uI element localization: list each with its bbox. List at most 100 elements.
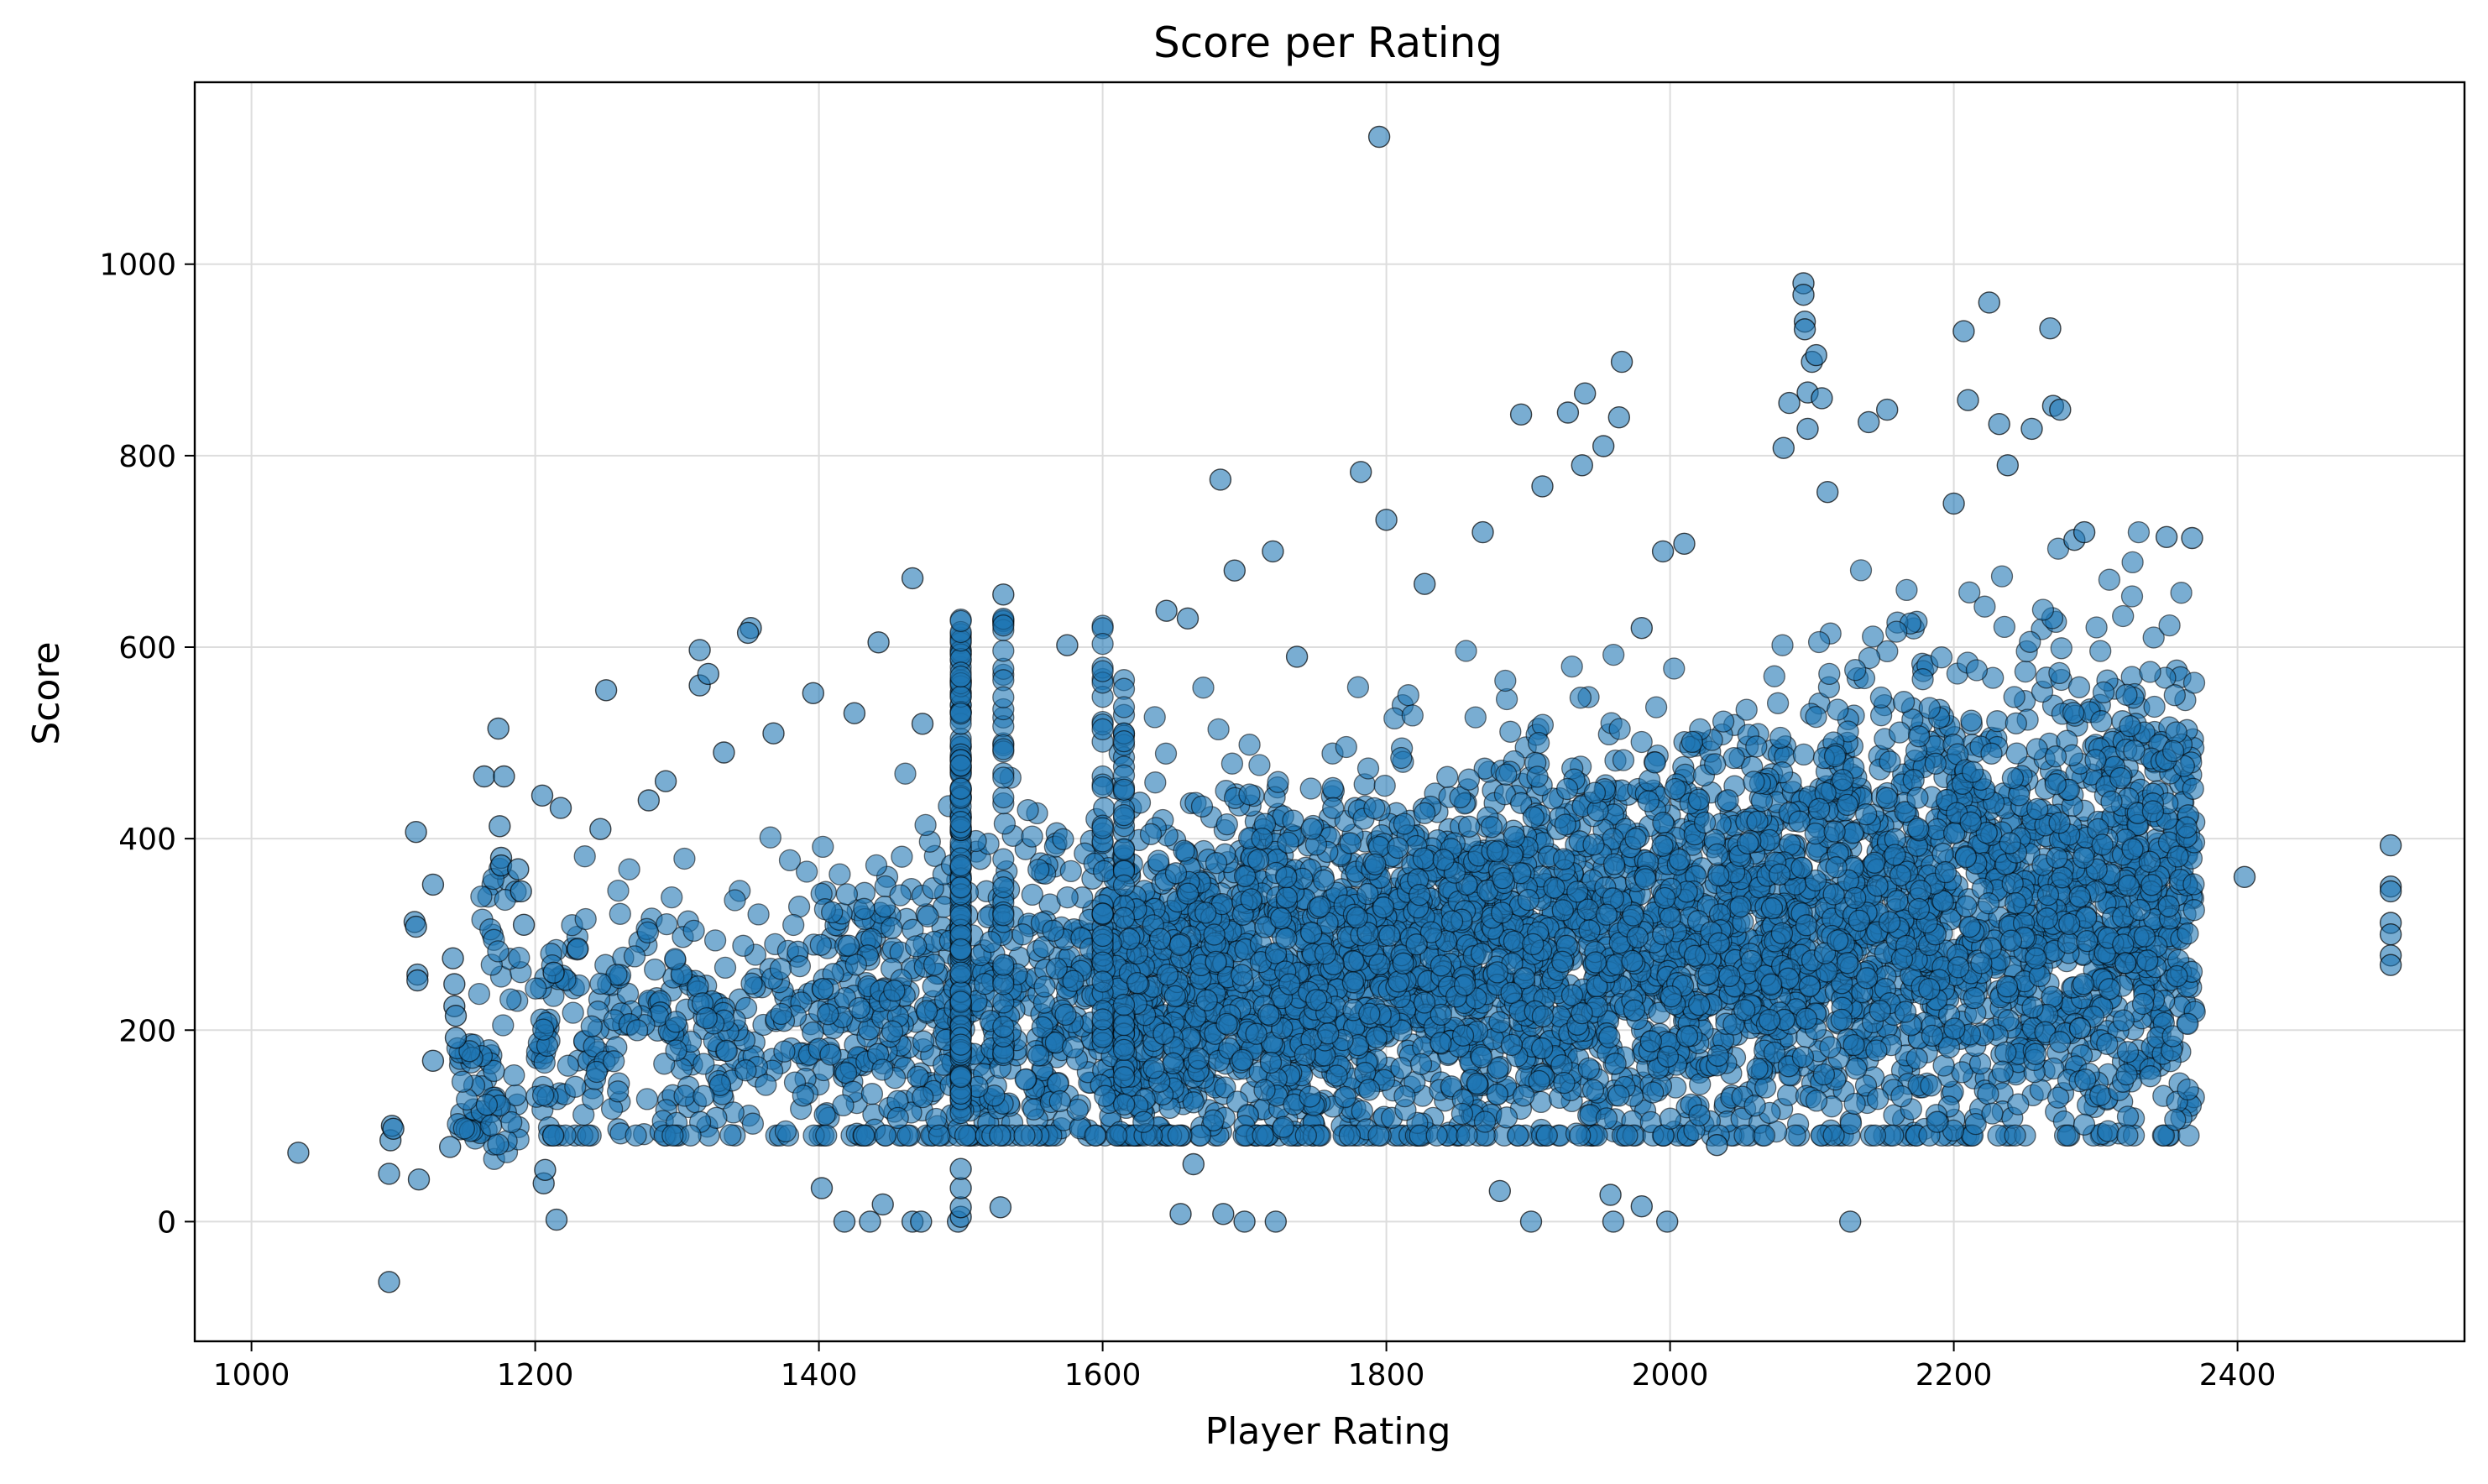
data-point bbox=[1216, 814, 1237, 835]
data-point bbox=[1271, 908, 1292, 929]
data-point bbox=[2097, 1033, 2118, 1054]
data-point bbox=[2164, 685, 2185, 706]
data-point bbox=[1921, 1075, 1942, 1096]
data-point bbox=[609, 903, 630, 924]
data-point bbox=[1339, 1125, 1360, 1146]
data-point bbox=[1772, 635, 1793, 656]
data-point bbox=[693, 1053, 714, 1074]
data-point bbox=[1971, 953, 1992, 974]
data-point bbox=[2171, 583, 2192, 604]
data-point bbox=[720, 1125, 741, 1146]
data-point bbox=[1015, 1069, 1036, 1090]
data-point bbox=[2128, 522, 2149, 543]
data-point bbox=[2069, 677, 2090, 698]
data-point bbox=[2166, 722, 2187, 743]
data-point bbox=[1459, 816, 1480, 837]
data-point bbox=[1793, 744, 1814, 765]
data-point bbox=[1827, 699, 1848, 720]
data-point bbox=[2020, 631, 2041, 652]
data-point bbox=[836, 884, 857, 905]
data-point bbox=[1785, 1125, 1806, 1146]
data-point bbox=[1665, 779, 1686, 800]
data-point bbox=[789, 896, 810, 917]
data-point bbox=[755, 1074, 776, 1095]
data-point bbox=[2177, 1079, 2198, 1100]
data-point bbox=[2099, 569, 2120, 590]
data-point bbox=[1193, 677, 1214, 698]
data-point bbox=[912, 1087, 933, 1108]
data-point bbox=[637, 922, 658, 943]
data-point bbox=[1959, 917, 1980, 938]
data-point bbox=[1908, 818, 1929, 839]
data-point bbox=[2118, 1042, 2139, 1063]
data-point bbox=[1819, 663, 1840, 684]
data-point bbox=[1932, 844, 1953, 865]
data-point bbox=[1374, 776, 1395, 797]
data-point bbox=[715, 957, 736, 978]
data-point bbox=[2069, 886, 2090, 907]
data-point bbox=[876, 1125, 896, 1146]
data-point bbox=[2026, 739, 2047, 760]
data-point bbox=[2004, 687, 2025, 708]
data-point bbox=[1755, 1077, 1776, 1098]
data-point bbox=[1994, 616, 2015, 637]
data-point bbox=[1368, 1125, 1389, 1146]
data-point bbox=[1268, 771, 1288, 792]
data-point bbox=[2063, 703, 2084, 724]
data-point bbox=[1992, 566, 2013, 587]
data-point bbox=[742, 1113, 763, 1134]
data-point bbox=[1500, 721, 1521, 742]
data-point bbox=[1653, 813, 1674, 833]
data-point bbox=[1609, 718, 1630, 739]
data-point bbox=[1335, 737, 1356, 758]
data-point bbox=[1169, 934, 1190, 955]
data-point bbox=[1770, 728, 1791, 749]
data-point bbox=[674, 849, 695, 870]
data-point bbox=[1393, 813, 1414, 834]
data-point bbox=[814, 1105, 835, 1126]
data-point bbox=[1848, 910, 1869, 931]
data-point bbox=[1856, 804, 1877, 825]
data-point bbox=[1974, 596, 1995, 617]
data-point bbox=[1365, 854, 1386, 875]
data-point bbox=[1863, 626, 1884, 647]
data-point bbox=[2140, 661, 2161, 682]
data-point bbox=[1570, 1125, 1591, 1146]
data-point bbox=[1532, 714, 1553, 735]
data-point bbox=[1646, 697, 1667, 718]
data-point bbox=[1495, 671, 1516, 692]
data-point bbox=[1886, 621, 1907, 642]
data-point bbox=[1764, 666, 1785, 687]
data-point bbox=[915, 814, 936, 835]
data-point bbox=[1605, 1053, 1626, 1074]
data-point bbox=[2122, 586, 2143, 607]
data-point bbox=[1730, 896, 1751, 917]
data-point bbox=[1754, 1125, 1775, 1146]
data-point bbox=[813, 836, 834, 857]
data-point bbox=[1398, 685, 1419, 706]
data-point bbox=[1931, 647, 1952, 668]
data-point bbox=[1208, 718, 1229, 739]
data-point bbox=[2015, 661, 2036, 682]
data-point bbox=[581, 1016, 602, 1037]
data-point bbox=[1806, 707, 1827, 728]
data-point bbox=[994, 813, 1015, 834]
data-point bbox=[1314, 870, 1335, 891]
data-point bbox=[1579, 920, 1600, 941]
data-point bbox=[891, 846, 912, 867]
data-point bbox=[1664, 658, 1685, 679]
data-point bbox=[917, 1001, 938, 1022]
data-point bbox=[1456, 1125, 1477, 1146]
data-point bbox=[1497, 689, 1518, 710]
data-point bbox=[1868, 1089, 1889, 1110]
data-point bbox=[2045, 774, 2066, 795]
data-point bbox=[1876, 787, 1897, 808]
data-point bbox=[1300, 778, 1321, 799]
data-point bbox=[674, 1085, 695, 1106]
data-point bbox=[2022, 997, 2043, 1018]
data-point bbox=[2032, 599, 2053, 620]
data-point bbox=[1617, 1125, 1638, 1146]
data-point bbox=[2090, 640, 2111, 661]
data-point bbox=[1867, 875, 1888, 896]
data-point bbox=[849, 998, 870, 1019]
